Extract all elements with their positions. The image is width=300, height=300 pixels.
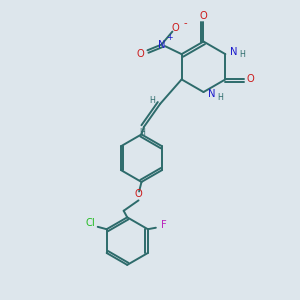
Text: H: H — [140, 128, 145, 137]
Text: F: F — [161, 220, 167, 230]
Text: -: - — [183, 18, 187, 28]
Text: +: + — [167, 33, 173, 42]
Text: N: N — [208, 89, 216, 99]
Text: H: H — [217, 93, 223, 102]
Text: O: O — [137, 49, 145, 58]
Text: O: O — [172, 23, 179, 33]
Text: O: O — [200, 11, 207, 21]
Text: N: N — [230, 47, 238, 57]
Text: O: O — [247, 74, 254, 84]
Text: Cl: Cl — [85, 218, 95, 228]
Text: N: N — [158, 40, 165, 50]
Text: O: O — [135, 189, 142, 200]
Text: H: H — [149, 96, 155, 105]
Text: H: H — [239, 50, 245, 58]
